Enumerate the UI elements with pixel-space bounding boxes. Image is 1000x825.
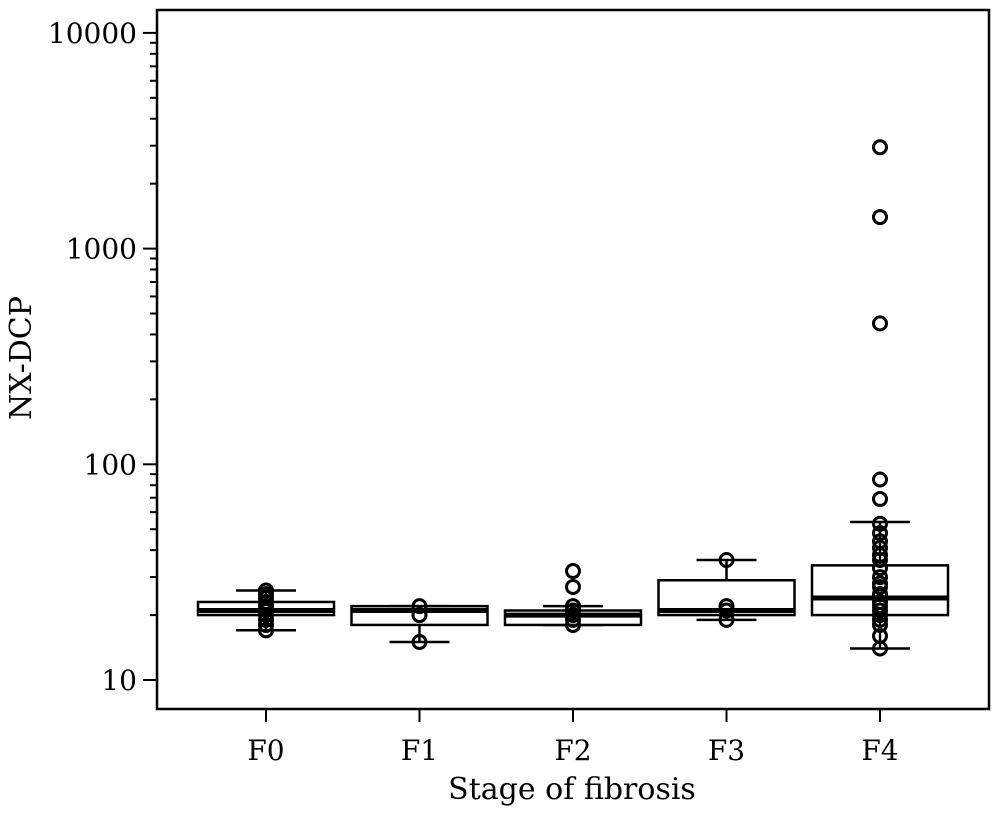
outlier-point <box>872 525 888 542</box>
y-tick-label: 10 <box>101 664 137 697</box>
x-axis: F0 F1 F2 F3 F4 <box>247 709 899 767</box>
outlier-point <box>872 471 888 488</box>
box-group-f1 <box>350 598 489 651</box>
outlier-point <box>872 209 888 226</box>
outlier-point <box>872 593 888 610</box>
box-group-f3 <box>657 552 796 628</box>
outlier-point <box>411 634 428 651</box>
outlier-point <box>718 552 735 569</box>
x-tick-label: F1 <box>401 734 438 767</box>
outlier-point <box>411 598 428 615</box>
outlier-point <box>872 569 888 586</box>
boxes-layer <box>196 139 950 657</box>
outlier-point <box>718 598 735 615</box>
x-axis-label: Stage of fibrosis <box>448 772 696 807</box>
box-group-f4 <box>810 139 950 657</box>
outlier-point <box>411 607 428 624</box>
outlier-point <box>258 622 274 639</box>
outlier-point <box>872 491 888 508</box>
outlier-point <box>872 139 888 156</box>
outlier-point <box>872 575 888 592</box>
box-group-f0 <box>196 582 336 639</box>
outlier-point <box>565 578 581 595</box>
y-axis: 10 100 1000 10000 <box>48 17 157 697</box>
x-tick-label: F3 <box>708 734 745 767</box>
outlier-point <box>258 582 274 599</box>
y-tick-label: 100 <box>84 448 137 481</box>
outlier-point <box>872 627 888 644</box>
y-tick-label: 1000 <box>66 233 137 266</box>
outlier-point <box>565 563 581 580</box>
outlier-point <box>872 315 888 332</box>
box-group-f2 <box>503 563 643 633</box>
outlier-point <box>872 533 888 550</box>
y-axis-label: NX-DCP <box>4 296 39 420</box>
x-tick-label: F0 <box>247 734 284 767</box>
y-tick-label: 10000 <box>48 17 137 50</box>
outlier-point <box>872 539 888 556</box>
outlier-point <box>872 586 888 603</box>
outlier-point <box>565 598 581 615</box>
outlier-point <box>872 515 888 532</box>
x-tick-label: F4 <box>861 734 898 767</box>
x-tick-label: F2 <box>554 734 591 767</box>
